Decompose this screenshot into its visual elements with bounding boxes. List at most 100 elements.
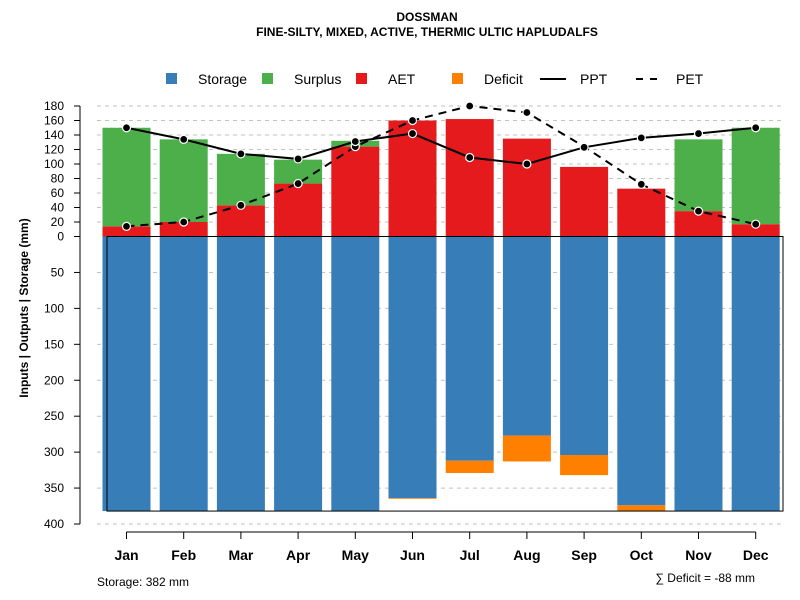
storage-bar [445, 236, 494, 461]
pet-point [236, 200, 246, 210]
legend-item-storage: Storage [166, 71, 247, 87]
ppt-point [579, 142, 589, 152]
storage-bar [388, 236, 437, 499]
y-tick-label: 60 [51, 186, 65, 200]
ppt-line [126, 126, 756, 166]
deficit-bar [560, 455, 609, 476]
storage-bar [102, 236, 151, 512]
storage-bar [331, 236, 380, 512]
pet-point [407, 115, 418, 126]
pet-point [179, 217, 189, 227]
legend-item-deficit: Deficit [452, 71, 523, 87]
aet-bar [159, 222, 208, 237]
storage-note: Storage: 382 mm [97, 575, 189, 589]
storage-bar [502, 236, 551, 436]
legend-label: Deficit [484, 71, 523, 87]
storage-bar [159, 236, 208, 512]
deficit-note: ∑ Deficit = -88 mm [655, 571, 755, 585]
surplus-bar [102, 127, 151, 227]
x-tick-label: Nov [685, 547, 712, 563]
x-tick-label: Jul [460, 547, 480, 563]
bars [102, 119, 784, 512]
x-tick-label: May [342, 547, 369, 563]
x-tick-label: Feb [171, 547, 196, 563]
legend-item-ppt: PPT [540, 71, 608, 87]
ppt-point [465, 152, 475, 163]
storage-bar [560, 236, 609, 455]
surplus-bar [674, 139, 723, 212]
deficit-swatch [452, 73, 463, 84]
y-tick-label: 300 [44, 445, 64, 459]
ppt-point [407, 128, 418, 139]
legend-label: AET [388, 71, 416, 87]
y-tick-label: 140 [44, 128, 64, 142]
y-tick-label: 50 [51, 265, 65, 279]
aet-bar [274, 183, 323, 237]
axes: 0204060801001201401601805010015020025030… [44, 99, 769, 563]
storage-bar [674, 236, 723, 512]
ppt-point [636, 133, 646, 143]
y-tick-label: 80 [51, 172, 65, 186]
ppt-point [121, 123, 132, 133]
surplus-bar [216, 153, 265, 206]
x-tick-label: Jun [400, 547, 425, 563]
y-tick-label: 0 [57, 230, 64, 244]
storage-bar [216, 236, 265, 512]
legend-item-aet: AET [356, 71, 416, 87]
surplus-swatch [262, 73, 273, 84]
aet-swatch [356, 73, 367, 84]
aet-bar [560, 166, 609, 237]
y-axis-label: Inputs | Outputs | Storage (mm) [17, 218, 31, 397]
pet-point [293, 178, 303, 189]
ppt-point [350, 136, 360, 147]
pet-point [751, 219, 761, 229]
pet-point [693, 206, 704, 216]
pet-point [121, 221, 132, 231]
pet-line [126, 104, 756, 228]
deficit-bar [388, 498, 437, 499]
legend-label: PPT [580, 71, 608, 87]
aet-bar [331, 146, 380, 237]
x-tick-label: Oct [630, 547, 654, 563]
legend-item-pet: PET [636, 71, 704, 87]
pet-point [465, 101, 475, 111]
y-tick-label: 150 [44, 337, 64, 351]
y-tick-label: 160 [44, 114, 64, 128]
x-tick-label: Mar [228, 547, 253, 563]
y-tick-label: 20 [51, 215, 65, 229]
ppt-point [693, 128, 704, 139]
aet-bar [102, 226, 151, 237]
chart-subtitle: FINE-SILTY, MIXED, ACTIVE, THERMIC ULTIC… [256, 25, 598, 39]
ppt-point [236, 149, 246, 159]
y-tick-label: 400 [44, 517, 64, 531]
y-tick-label: 200 [44, 373, 64, 387]
surplus-bar [731, 127, 780, 225]
ppt-point [751, 123, 761, 133]
y-tick-label: 120 [44, 143, 64, 157]
x-tick-label: Dec [743, 547, 769, 563]
y-tick-label: 350 [44, 481, 64, 495]
y-tick-label: 100 [44, 301, 64, 315]
ppt-point [179, 134, 189, 144]
x-tick-label: Apr [286, 547, 311, 563]
y-tick-label: 40 [51, 201, 65, 215]
surplus-bar [274, 159, 323, 184]
y-tick-label: 180 [44, 99, 64, 113]
x-tick-label: Sep [571, 547, 597, 563]
aet-bar [617, 188, 666, 237]
y-tick-label: 250 [44, 409, 64, 423]
ppt-point [293, 154, 303, 164]
surplus-bar [159, 139, 208, 222]
legend: Storage Surplus AET Deficit PPT PET [166, 71, 704, 87]
chart-title: DOSSMAN [396, 10, 457, 24]
aet-bar [731, 224, 780, 237]
storage-bar [617, 236, 666, 506]
gridlines [97, 105, 783, 525]
storage-bar [274, 236, 323, 512]
legend-label: PET [676, 71, 704, 87]
ppt-point [522, 159, 532, 169]
y-tick-label: 100 [44, 157, 64, 171]
aet-bar [445, 119, 494, 237]
aet-bar [502, 138, 551, 237]
